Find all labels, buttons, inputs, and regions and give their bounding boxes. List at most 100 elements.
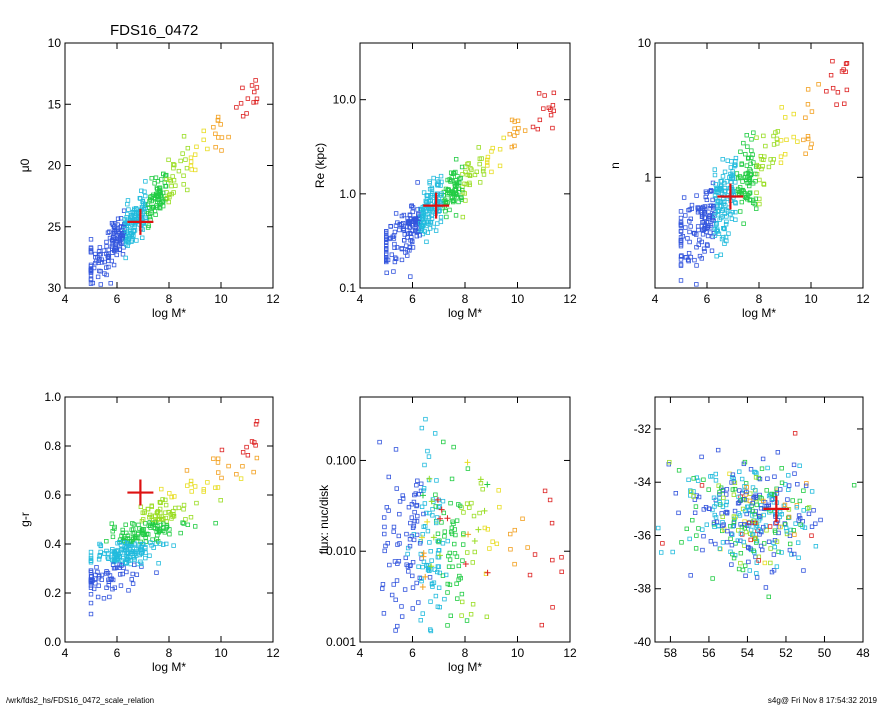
data-point [678,215,684,221]
data-point [251,100,256,105]
data-point [751,160,756,165]
data-point [818,517,823,523]
data-point [480,168,486,174]
data-point [438,215,444,220]
data-point [169,494,174,500]
data-point [673,491,679,496]
data-point [385,541,390,546]
data-point [472,549,478,555]
data-point [185,522,191,527]
y-tick-label: 1 [644,170,651,184]
data-point [494,541,500,547]
data-point [449,476,455,482]
data-point [765,476,770,481]
data-point [392,229,398,235]
data-point [739,524,745,530]
data-point [188,514,194,520]
data-point [796,513,802,518]
data-point [549,520,555,526]
y-tick-label: 0.4 [44,537,61,551]
data-point [743,563,748,568]
data-point [469,500,474,506]
data-point [797,463,802,468]
data-point [775,450,781,455]
data-point [795,482,800,487]
data-point [725,539,730,545]
data-point [781,503,787,509]
data-point [437,604,442,610]
data-point [459,164,465,170]
data-point [712,172,718,178]
footer-path: /wrk/fds2_hs/FDS16_0472_scale_relation [6,696,155,705]
data-point [700,220,705,225]
star-point [475,526,482,533]
data-point [131,233,136,238]
data-point [744,163,750,168]
data-point [791,134,796,140]
data-point [402,237,407,243]
data-point [245,453,251,458]
data-point [148,525,153,530]
data-point [766,502,771,508]
data-point [750,508,755,514]
data-point [676,510,681,516]
data-point [161,542,166,547]
data-point [721,226,727,231]
data-point [395,623,400,629]
star-point [464,459,471,466]
data-point [424,510,429,516]
data-point [768,560,773,566]
data-point [158,500,163,506]
star-point [430,534,437,541]
data-point [792,551,797,557]
star-point [438,506,445,513]
data-point [418,488,424,494]
data-point [774,539,780,544]
data-point [421,511,426,517]
star-point [424,518,431,525]
data-point [215,117,221,123]
data-point [742,508,748,514]
data-point [550,557,555,563]
data-point [691,476,696,481]
data-point [167,192,172,198]
data-point [188,163,194,169]
x-tick-label: 12 [563,646,577,660]
data-point [392,255,398,260]
data-point [127,234,132,239]
data-point [160,525,166,531]
data-point [428,549,433,554]
data-point [744,133,749,138]
data-point [147,520,153,525]
data-point [219,447,225,453]
data-point [769,497,775,502]
plot-frame [359,42,571,289]
data-point [769,491,774,497]
data-point [724,219,729,224]
data-point [459,591,465,597]
data-point [125,541,130,546]
data-point [430,584,435,589]
scatter-points [656,431,857,600]
data-point [809,533,814,538]
data-point [722,169,728,175]
data-point [102,551,107,556]
data-point [710,576,715,581]
data-point [429,582,435,587]
data-point [391,269,396,274]
data-point [728,523,733,529]
data-point [467,173,473,179]
data-point [738,209,743,214]
data-point [730,209,735,215]
data-point [507,131,512,137]
data-point [167,531,172,537]
data-point [126,240,131,245]
x-tick-label: 56 [702,646,716,660]
data-point [749,148,754,153]
data-point [382,524,387,530]
data-point [119,235,125,241]
data-point [416,600,421,605]
data-point [485,154,491,160]
data-point [122,540,128,545]
